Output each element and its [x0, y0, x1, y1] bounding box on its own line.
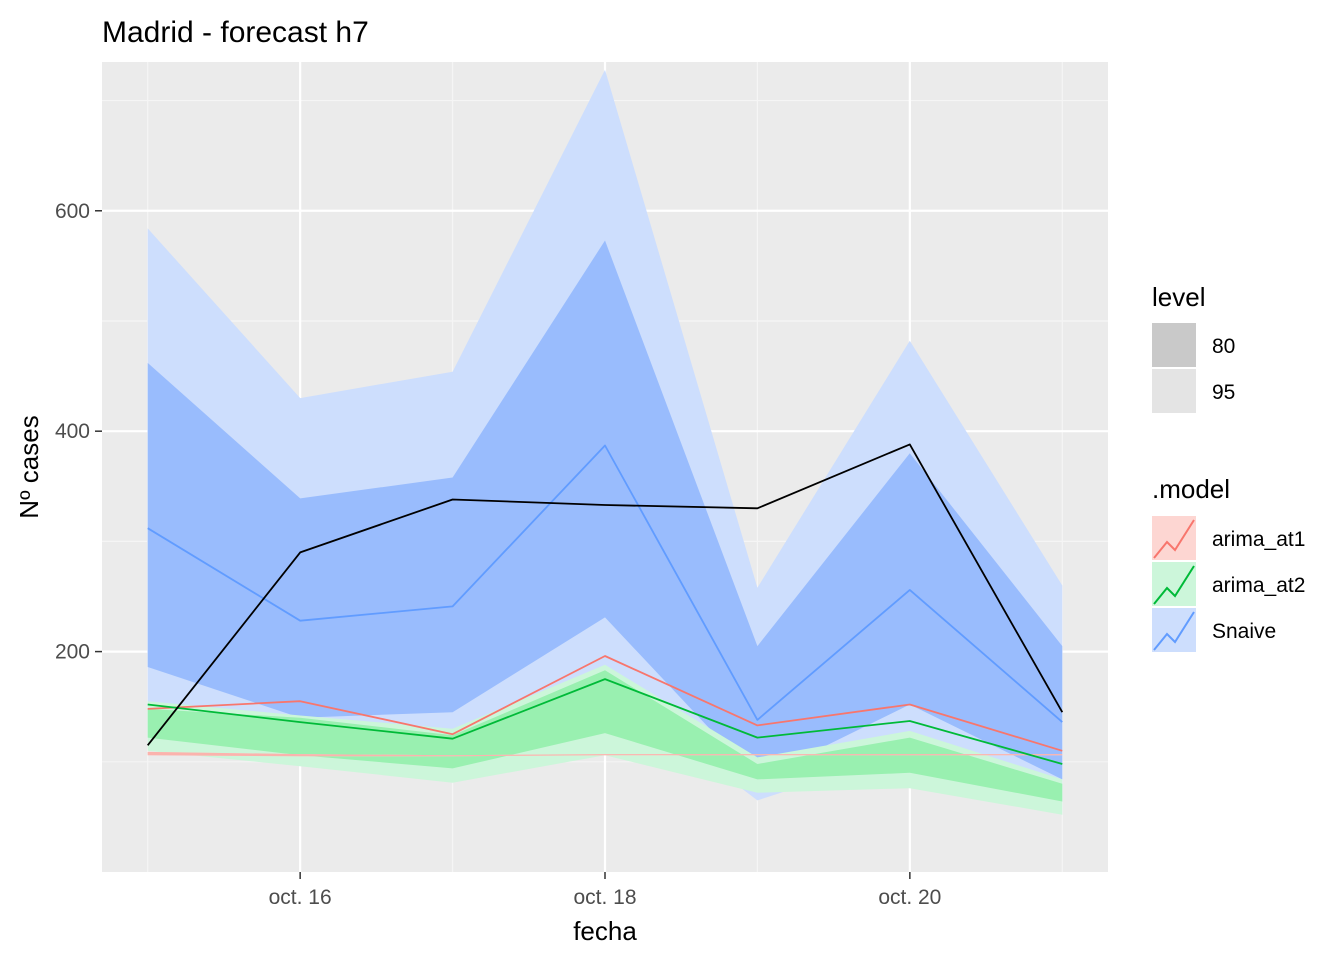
- legend-model-swatch-line: [1153, 519, 1195, 559]
- actual-line: [146, 443, 1064, 746]
- snaive-line: [147, 444, 1063, 723]
- arima-at1-line: [147, 655, 1063, 752]
- snaive-band-80: [147, 240, 1063, 780]
- chart-title: Madrid - forecast h7: [102, 16, 369, 49]
- x-axis: oct. 16 oct. 18 oct. 20: [269, 872, 941, 909]
- forecast-lines: [146, 443, 1064, 765]
- legend-level: level 80 95: [1152, 282, 1235, 413]
- x-axis-title: fecha: [573, 916, 637, 946]
- legend-level-title: level: [1152, 282, 1205, 312]
- legend-level-key: [1152, 323, 1196, 367]
- forecast-bands: [147, 69, 1063, 815]
- arima-at1-band-80: [147, 751, 1063, 757]
- x-tick-label: oct. 18: [573, 886, 636, 909]
- arima-at2-line: [147, 678, 1063, 765]
- y-tick-label: 400: [55, 420, 90, 443]
- y-tick-label: 600: [55, 200, 90, 223]
- y-axis-title: Nº cases: [14, 415, 44, 518]
- legend-level-label: 95: [1212, 381, 1235, 404]
- legend-model-swatch-line: [1153, 611, 1195, 651]
- arima-at2-band-80: [147, 670, 1063, 802]
- legend-model-label: arima_at1: [1212, 528, 1305, 551]
- legend-model-label: arima_at2: [1212, 574, 1305, 597]
- legend-model-title: .model: [1152, 474, 1230, 504]
- y-axis: 200 400 600: [55, 200, 102, 664]
- legend-model-label: Snaive: [1212, 620, 1276, 643]
- arima-at2-band-95: [147, 664, 1063, 815]
- legend-model: .model arima_at1 arima_at2 Snaive: [1152, 474, 1305, 652]
- y-tick-label: 200: [55, 641, 90, 664]
- x-tick-label: oct. 16: [269, 886, 332, 909]
- legend-level-label: 80: [1212, 335, 1235, 358]
- legend-level-key: [1152, 369, 1196, 413]
- x-tick-label: oct. 20: [878, 886, 941, 909]
- legend-model-swatch-line: [1153, 565, 1195, 605]
